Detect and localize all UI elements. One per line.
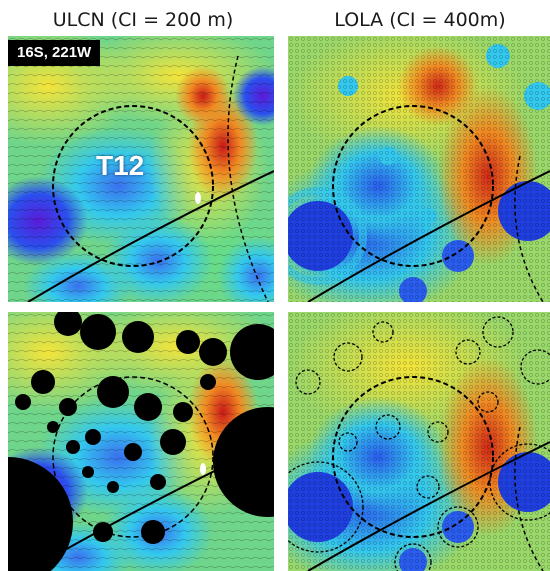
ulcn-masked-topography-map bbox=[8, 312, 274, 571]
lola-topography-map bbox=[288, 36, 550, 302]
ulcn-column-title: ULCN (CI = 200 m) bbox=[52, 9, 234, 31]
ulcn-topography-map: 16S, 221W T12 bbox=[8, 36, 274, 302]
lola-crater-outline-map bbox=[288, 312, 550, 571]
coordinates-label: 16S, 221W bbox=[8, 40, 101, 66]
crater-label: T12 bbox=[96, 150, 145, 181]
lola-column-title: LOLA (CI = 400m) bbox=[334, 9, 506, 31]
